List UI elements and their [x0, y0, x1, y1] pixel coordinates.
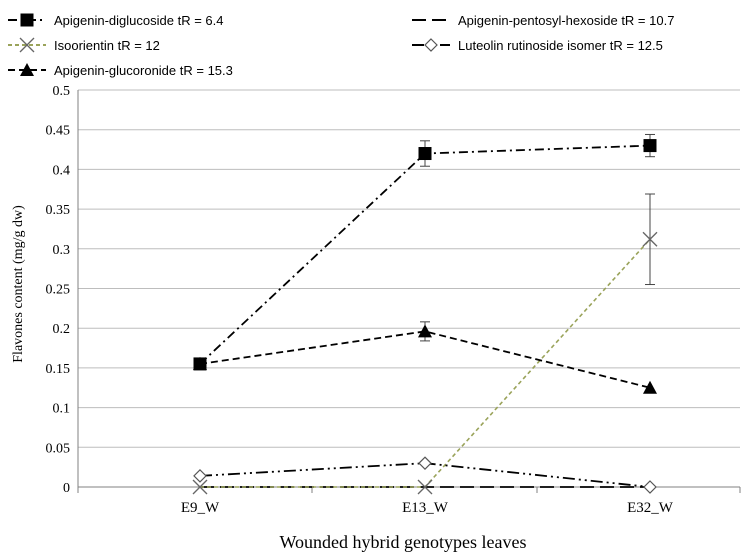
data-point [193, 469, 207, 483]
data-point [417, 479, 433, 495]
series-line [200, 238, 651, 488]
y-tick-label: 0 [63, 481, 70, 496]
legend-item-3: Luteolin rutinoside isomer tR = 12.5 [412, 38, 663, 53]
data-point [643, 480, 657, 494]
series-3 [193, 456, 657, 494]
axes [77, 90, 741, 493]
y-tick-label: 0.5 [53, 84, 71, 99]
data-point [418, 324, 432, 338]
legend-swatch-marker [424, 38, 438, 52]
legend-label: Luteolin rutinoside isomer tR = 12.5 [458, 38, 663, 53]
legend-swatch-marker [20, 13, 34, 27]
legend: Apigenin-diglucoside tR = 6.4 Apigenin-pe… [8, 13, 674, 78]
legend-item-2: Isoorientin tR = 12 [8, 37, 160, 53]
y-tick-label: 0.25 [46, 283, 71, 298]
y-tick-label: 0.05 [46, 441, 71, 456]
y-tick-label: 0.3 [53, 243, 71, 258]
legend-label: Isoorientin tR = 12 [54, 38, 160, 53]
y-tick-labels: 0 0.05 0.1 0.15 0.2 0.25 0.3 0.35 0.4 0.45 0.5 [46, 84, 71, 496]
data-point [418, 456, 432, 471]
legend-swatch-marker [19, 37, 35, 53]
y-tick-label: 0.2 [53, 322, 71, 337]
data-point [418, 147, 432, 161]
y-tick-label: 0.4 [53, 163, 71, 178]
gridlines [78, 89, 740, 448]
series-layer [192, 133, 658, 495]
legend-label: Apigenin-glucoronide tR = 15.3 [54, 63, 233, 78]
y-axis-title: Flavones content (mg/g dw) [11, 205, 26, 363]
y-tick-label: 0.35 [46, 203, 71, 218]
data-point [192, 479, 208, 495]
x-tick-label: E13_W [402, 500, 449, 516]
x-tick-label: E9_W [181, 500, 220, 516]
x-tick-label: E32_W [627, 500, 674, 516]
y-tick-label: 0.1 [53, 402, 71, 417]
data-point [642, 231, 658, 247]
legend-label: Apigenin-pentosyl-hexoside tR = 10.7 [458, 13, 674, 28]
series-4 [193, 321, 657, 394]
legend-label: Apigenin-diglucoside tR = 6.4 [54, 13, 223, 28]
y-tick-label: 0.15 [46, 362, 71, 377]
legend-swatch-marker [20, 63, 34, 76]
series-2 [192, 193, 658, 495]
data-point [193, 356, 207, 370]
legend-item-0: Apigenin-diglucoside tR = 6.4 [8, 13, 223, 28]
legend-item-1: Apigenin-pentosyl-hexoside tR = 10.7 [412, 13, 674, 28]
x-tick-labels: E9_W E13_W E32_W [181, 500, 674, 516]
data-point [643, 139, 657, 153]
data-point [643, 380, 657, 394]
x-axis-title: Wounded hybrid genotypes leaves [280, 532, 527, 552]
y-tick-label: 0.45 [46, 124, 71, 139]
legend-item-4: Apigenin-glucoronide tR = 15.3 [8, 63, 233, 78]
